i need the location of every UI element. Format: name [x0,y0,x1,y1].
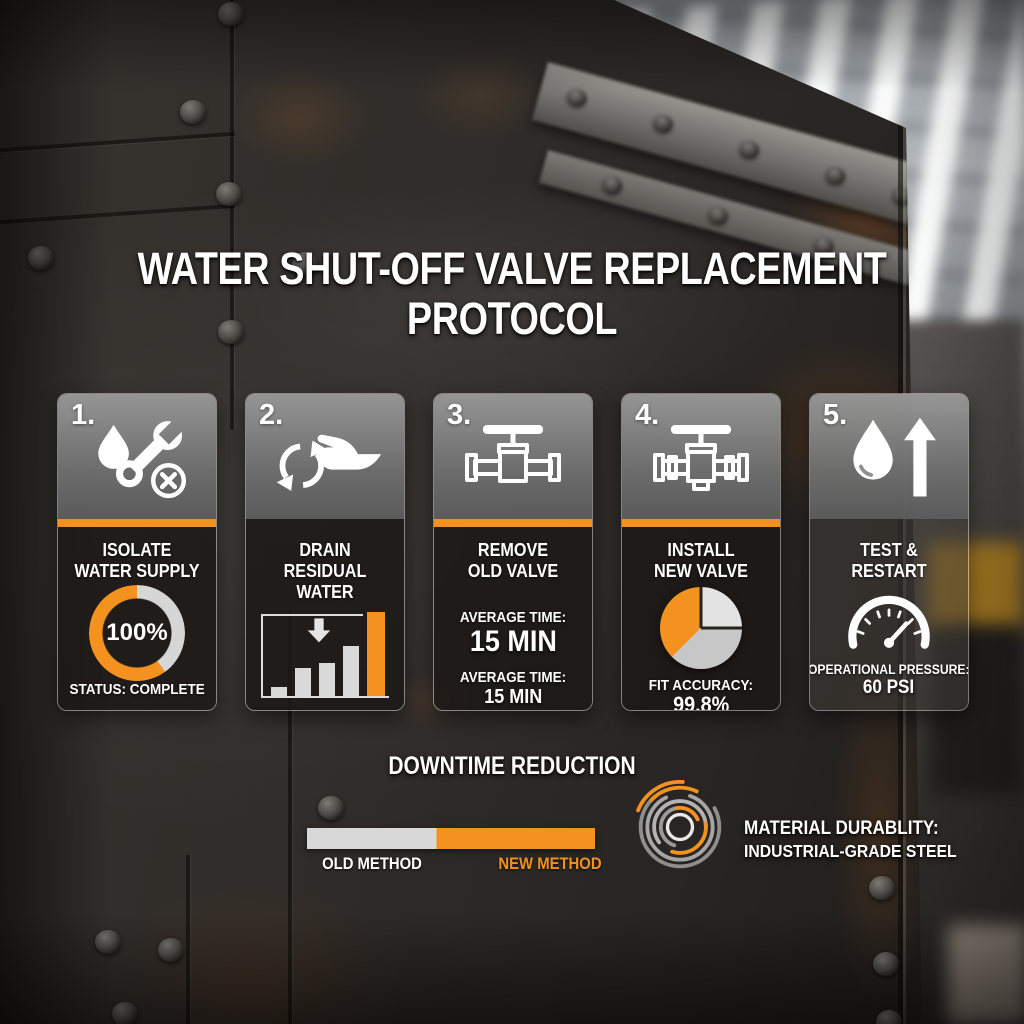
drain-cycle-hand-icon [267,417,383,506]
step-4-title: INSTALL NEW VALVE [654,540,748,581]
material-durability-text: MATERIAL DURABLITY: INDUSTRIAL-GRADE STE… [744,817,957,862]
step-5-body: TEST & RESTART [810,519,968,710]
pressure-gauge-icon [837,586,941,657]
step-3-body: REMOVE OLD VALVE AVERAGE TIME: 15 MIN AV… [434,527,592,710]
avg-time-label-2: AVERAGE TIME: [459,669,567,686]
rivet [738,138,761,161]
rivet [95,930,121,954]
avg-time-value-2: 15 MIN [483,686,543,708]
volume-bar [319,663,335,696]
rivet [158,938,184,962]
volume-bar-new [367,611,385,696]
step-number: 5. [823,399,848,431]
completion-donut [89,585,185,681]
rivet [824,164,848,187]
rivet [869,876,895,900]
step-number: 1. [71,399,96,431]
step-1-body: ISOLATE WATER SUPPLY 100% STATUS: COMPLE… [58,527,216,710]
step-3-title: REMOVE OLD VALVE [467,540,559,581]
rivet [601,174,624,196]
rivet [28,246,54,270]
step-2-body: DRAIN RESIDUAL WATER VOLUME REDUCTION: [246,519,404,710]
rivet [112,1002,138,1024]
status-text: STATUS: COMPLETE [69,681,205,698]
downtime-heading: DOWNTIME REDUCTION [388,752,636,780]
page-title-line1: WATER SHUT-OFF VALVE REPLACEMENT [137,243,887,294]
fit-accuracy-label: FIT ACCURACY: [648,677,754,694]
concrete-floor-blur [948,925,1024,1024]
step-number: 3. [447,399,472,431]
volume-bar [343,646,359,696]
rivet [180,100,206,124]
step-1-header: 1. [58,394,216,519]
step-number: 4. [635,399,660,431]
door-seam [230,0,234,430]
material-durability-value: INDUSTRIAL-GRADE STEEL [744,841,957,861]
step-4-header: 4. [622,394,780,519]
step-5-title: TEST & RESTART [851,540,927,581]
step-1-title: ISOLATE WATER SUPPLY [74,540,200,581]
step-2-header: 2. [246,394,404,519]
volume-reduction-chart [261,610,389,698]
step-number: 2. [259,399,284,431]
droplet-arrow-up-icon [837,414,941,509]
new-method-label: NEW METHOD [498,855,602,873]
volume-reduction-stat: VOLUME REDUCTION: 95% [246,707,404,710]
step-card-3: 3. REMOVE [433,393,593,711]
accent-divider [622,519,780,527]
chart-frame [261,614,363,696]
volume-bar [271,687,287,696]
volume-reduction-value: 95% [386,707,404,710]
step-card-2: 2. DRAIN RESIDUAL WATER [245,393,405,711]
downtime-bar [307,828,595,849]
pressure-value: 60 PSI [863,677,915,698]
valve-icon [463,419,563,504]
completion-percent: 100% [106,619,168,646]
fit-accuracy-pie [660,587,742,669]
accent-divider [434,519,592,527]
step-card-1: 1. [57,393,217,711]
step-card-5: 5. TEST & RESTART [809,393,969,711]
volume-bar [295,668,311,696]
old-method-label: OLD METHOD [322,855,422,873]
avg-time-label: AVERAGE TIME: [459,609,567,626]
step-3-header: 3. [434,394,592,519]
step-2-title: DRAIN RESIDUAL WATER [283,540,367,602]
step-4-body: INSTALL NEW VALVE FIT ACCURACY: 99.8% [622,527,780,711]
rivet [706,204,730,227]
page-title: WATER SHUT-OFF VALVE REPLACEMENT PROTOCO… [82,244,942,344]
door-seam [186,855,190,1024]
protocol-steps: 1. [57,393,970,711]
completion-donut-chart: 100% [89,585,185,681]
step-5-header: 5. [810,394,968,519]
valve-flanged-icon [649,419,753,504]
arrow-down-icon [301,612,337,655]
pressure-label: OPERATIONAL PRESSURE: [809,662,969,677]
durability-rings-icon [632,779,728,875]
step-card-4: 4. [621,393,781,711]
page-title-line2: PROTOCOL [406,293,618,344]
droplet-wrench-shutoff-icon [83,413,191,510]
rivet [873,952,899,976]
rivet [218,2,244,26]
rivet [565,86,589,109]
rivet [651,112,675,135]
avg-time-value: 15 MIN [469,625,557,658]
material-durability-label: MATERIAL DURABLITY: [744,818,939,839]
rivet [216,182,242,206]
fit-accuracy-value: 99.8% [672,692,730,711]
accent-divider [58,519,216,527]
rivet [318,796,344,820]
